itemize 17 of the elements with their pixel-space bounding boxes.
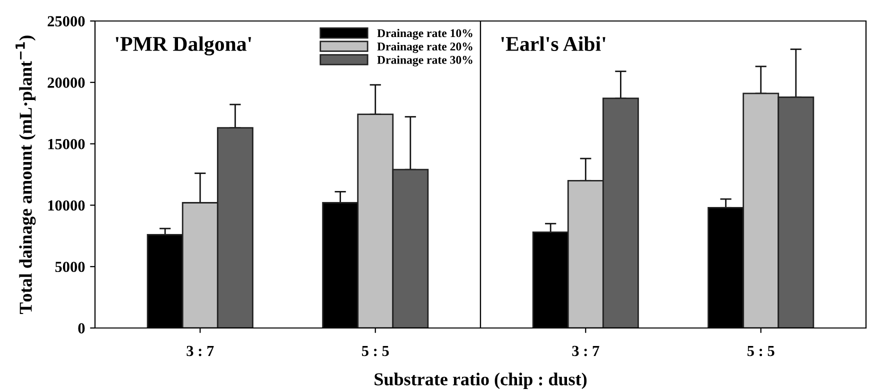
- y-tick-label: 20000: [48, 78, 85, 88]
- y-axis-title: Total dainage amount (mL·plant$^{−1}$): [16, 36, 36, 314]
- text: 'Earl's Aibi': [501, 36, 606, 52]
- x-tick-label: 3 : 7: [572, 346, 600, 356]
- x-tick-label: 5 : 5: [747, 346, 774, 356]
- x-axis-title: Substrate ratio (chip : dust): [374, 372, 587, 390]
- y-tick-label: 25000: [48, 16, 85, 26]
- x-tick-label: 5 : 5: [362, 346, 389, 356]
- legend-label: Drainage rate 30%: [377, 56, 472, 66]
- y-tick-label: 15000: [48, 138, 85, 150]
- x-tick-label: 3 : 7: [186, 346, 214, 356]
- y-tick-label: 0: [78, 323, 85, 334]
- y-tick-label: 5000: [55, 262, 85, 272]
- legend-label: Drainage rate 20%: [377, 42, 472, 54]
- legend-label: Drainage rate 10%: [377, 28, 472, 40]
- y-tick-label: 10000: [48, 200, 85, 211]
- text: 'PMR Dalgona': [116, 36, 252, 56]
